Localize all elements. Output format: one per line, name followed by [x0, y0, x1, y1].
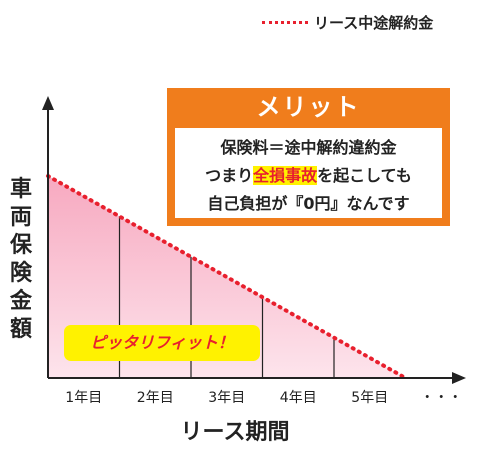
x-tick-label: 5年目	[351, 390, 388, 406]
x-axis-label: リース期間	[180, 420, 290, 445]
merit-callout-title: メリット	[256, 93, 361, 121]
x-tick-label: 1年目	[65, 390, 102, 406]
merit-line-2: つまり全損事故を起こしても	[175, 162, 442, 190]
legend: リース中途解約金	[262, 12, 433, 33]
merit-callout-body: 保険料＝途中解約違約金 つまり全損事故を起こしても 自己負担が『0円』なんです	[175, 128, 442, 218]
merit-line-3: 自己負担が『0円』なんです	[207, 194, 410, 213]
merit-highlight: 全損事故	[253, 166, 318, 185]
x-tick-label: 2年目	[137, 390, 174, 406]
merit-line-1: 保険料＝途中解約違約金	[220, 138, 397, 157]
merit-line-2-pre: つまり	[205, 166, 254, 185]
y-axis-label: 車両保険金額	[9, 177, 32, 342]
fit-badge: ピッタリフィット！	[64, 325, 260, 361]
merit-callout: メリット 保険料＝途中解約違約金 つまり全損事故を起こしても 自己負担が『0円』…	[167, 88, 450, 226]
x-tick-label: ・・・	[420, 390, 462, 406]
cancellation-fee-line	[46, 174, 408, 380]
merit-line-2-post: を起こしても	[317, 166, 412, 185]
x-axis-arrow	[452, 372, 466, 384]
x-tick-label: 4年目	[280, 390, 317, 406]
legend-line-swatch	[262, 21, 308, 24]
x-tick-label: 3年目	[208, 390, 245, 406]
y-axis-arrow	[42, 96, 54, 110]
legend-label: リース中途解約金	[314, 14, 434, 32]
